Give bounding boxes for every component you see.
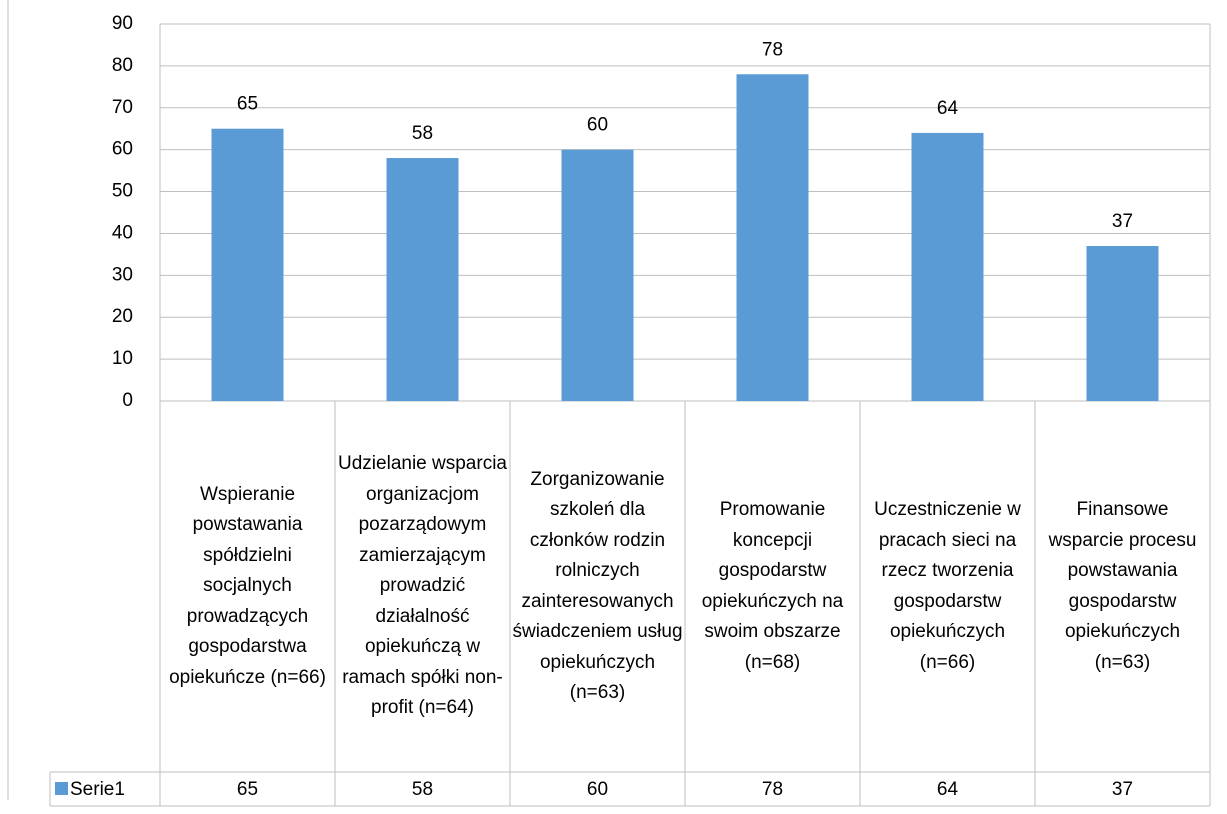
x-tick-label: Uczestniczenie w pracach sieci na rzecz …: [874, 499, 1021, 673]
table-value: 58: [412, 779, 433, 800]
x-tick-label: Wspieranie powstawania spółdzielni socja…: [169, 483, 326, 688]
x-tick-label-box: Udzielanie wsparcia organizacjom pozarzą…: [338, 453, 507, 719]
bar: [1086, 246, 1159, 401]
table-value: 65: [237, 779, 258, 800]
legend-swatch: [55, 782, 68, 795]
bar: [911, 132, 984, 401]
x-tick-label: Zorganizowanie szkoleń dla członków rodz…: [512, 468, 683, 704]
x-tick-label-box: Finansowe wsparcie procesu powstawania g…: [1048, 499, 1197, 673]
y-tick-label: 50: [112, 181, 133, 202]
bar: [386, 158, 459, 401]
data-label: 60: [587, 115, 608, 136]
y-tick-label: 0: [122, 390, 133, 411]
x-tick-label-box: Uczestniczenie w pracach sieci na rzecz …: [874, 499, 1021, 673]
bar: [561, 149, 634, 401]
x-tick-label-box: Zorganizowanie szkoleń dla członków rodz…: [512, 468, 683, 704]
bar: [736, 74, 809, 402]
data-label: 64: [937, 98, 959, 119]
x-tick-label: Promowanie koncepcji gospodarstw opiekuń…: [701, 499, 844, 673]
x-tick-label-box: Wspieranie powstawania spółdzielni socja…: [169, 483, 326, 688]
y-tick-label: 90: [112, 13, 133, 34]
data-label: 58: [412, 123, 433, 144]
x-tick-label: Finansowe wsparcie procesu powstawania g…: [1048, 499, 1197, 673]
y-tick-label: 30: [112, 264, 133, 285]
x-tick-label-box: Promowanie koncepcji gospodarstw opiekuń…: [701, 499, 844, 673]
legend-label: Serie1: [70, 779, 125, 800]
data-label: 78: [762, 39, 783, 60]
y-tick-label: 10: [112, 348, 133, 369]
table-value: 60: [587, 779, 608, 800]
table-value: 78: [762, 779, 783, 800]
table-value: 64: [937, 779, 959, 800]
y-tick-label: 60: [112, 139, 133, 160]
y-tick-label: 80: [112, 55, 133, 76]
y-tick-label: 40: [112, 222, 133, 243]
y-tick-label: 20: [112, 306, 133, 327]
table-value: 37: [1112, 779, 1133, 800]
data-label: 37: [1112, 211, 1133, 232]
y-tick-label: 70: [112, 97, 133, 118]
data-label: 65: [237, 94, 258, 115]
x-tick-label: Udzielanie wsparcia organizacjom pozarzą…: [338, 453, 507, 719]
bar: [211, 128, 284, 401]
